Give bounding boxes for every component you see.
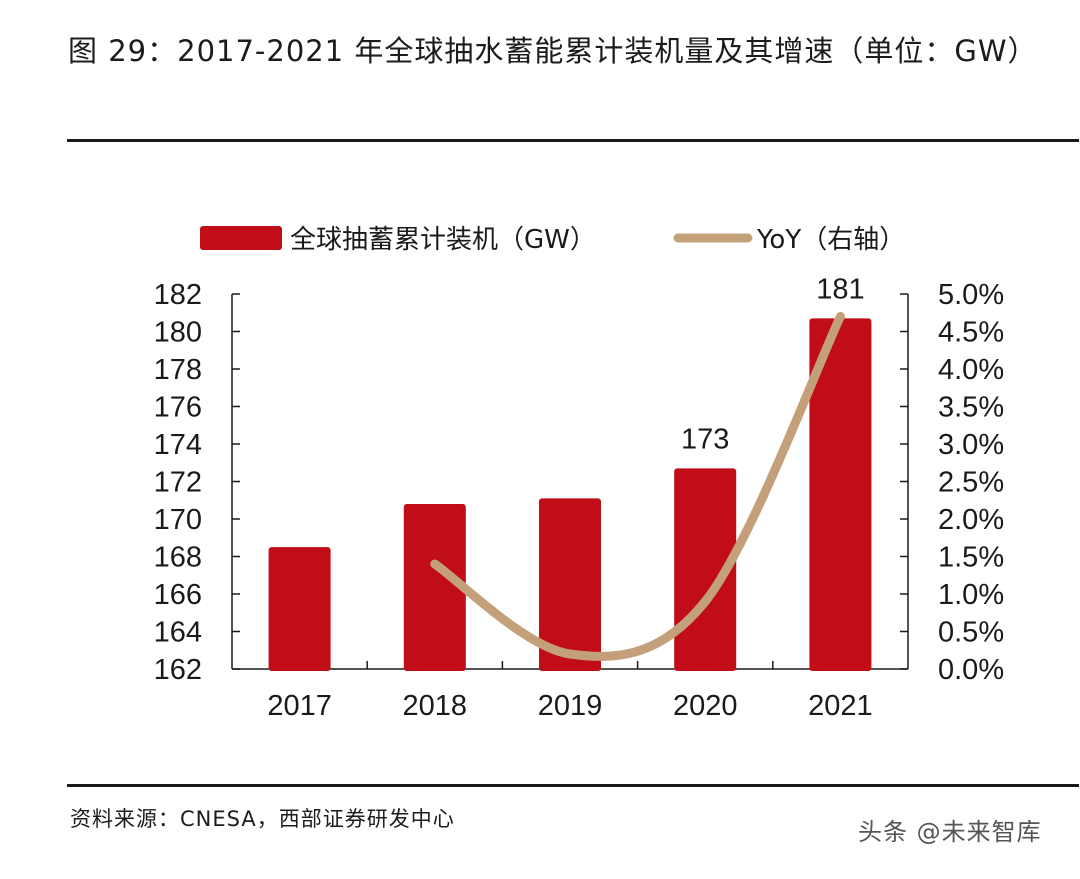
legend-line-label: YoY（右轴） [756, 225, 905, 255]
left-axis-tick-label: 180 [154, 317, 202, 349]
right-axis-tick-label: 2.0% [938, 504, 1004, 536]
left-axis-tick-label: 162 [154, 654, 202, 686]
x-axis-tick-label: 2019 [538, 690, 603, 722]
yoy-line-path [430, 312, 845, 661]
left-axis-tick-label: 182 [154, 279, 202, 311]
data-label-2021: 181 [816, 273, 864, 305]
left-axis-tick-label: 168 [154, 542, 202, 574]
chart-title: 图 29：2017-2021 年全球抽水蓄能累计装机量及其增速（单位：GW） [68, 34, 1038, 68]
left-axis-tick-label: 174 [154, 429, 202, 461]
left-axis-tick-label: 170 [154, 504, 202, 536]
bar-2021 [809, 318, 872, 671]
right-axis-tick-label: 2.5% [938, 467, 1004, 499]
right-axis-tick-label: 4.0% [938, 354, 1004, 386]
yoy-line [430, 312, 845, 661]
legend-bar-label: 全球抽蓄累计装机（GW） [290, 225, 596, 255]
right-axis-tick-label: 4.5% [938, 317, 1004, 349]
right-axis-tick-label: 0.0% [938, 654, 1004, 686]
right-axis-tick-label: 3.5% [938, 392, 1004, 424]
right-axis-tick-label: 1.5% [938, 542, 1004, 574]
watermark: 头条 @未来智库 [858, 812, 1042, 847]
x-axis-tick-label: 2018 [403, 690, 468, 722]
right-axis-tick-label: 1.0% [938, 579, 1004, 611]
bars [268, 318, 872, 671]
bar-2018 [403, 504, 466, 671]
right-axis-tick-label: 5.0% [938, 279, 1004, 311]
bar-2019 [539, 498, 601, 671]
watermark-text: 头条 @未来智库 [858, 818, 1042, 846]
left-axis-tick-label: 176 [154, 392, 202, 424]
bar-2017 [268, 547, 331, 671]
left-axis-tick-label: 172 [154, 467, 202, 499]
left-axis-tick-label: 164 [154, 617, 202, 649]
axes: 162 164 166 168 170 172 174 176 178 180 182 0.0% 0.5… [154, 279, 1005, 722]
source-note: 资料来源：CNESA，西部证券研发中心 [70, 807, 455, 831]
x-axis-tick-label: 2017 [267, 690, 332, 722]
right-axis-tick-label: 3.0% [938, 429, 1004, 461]
left-axis-tick-label: 178 [154, 354, 202, 386]
right-axis-tick-label: 0.5% [938, 617, 1004, 649]
x-axis-tick-label: 2021 [808, 690, 873, 722]
top-divider [67, 139, 1079, 142]
left-axis-tick-label: 166 [154, 579, 202, 611]
data-labels: 173 181 [681, 273, 865, 455]
data-label-2020: 173 [681, 423, 729, 455]
legend: 全球抽蓄累计装机（GW） YoY（右轴） [200, 225, 905, 255]
chart: 全球抽蓄累计装机（GW） YoY（右轴） 1621641661681701721… [154, 225, 1005, 722]
bottom-divider [67, 784, 1079, 787]
x-axis-tick-label: 2020 [673, 690, 738, 722]
legend-bar-swatch [200, 226, 282, 250]
